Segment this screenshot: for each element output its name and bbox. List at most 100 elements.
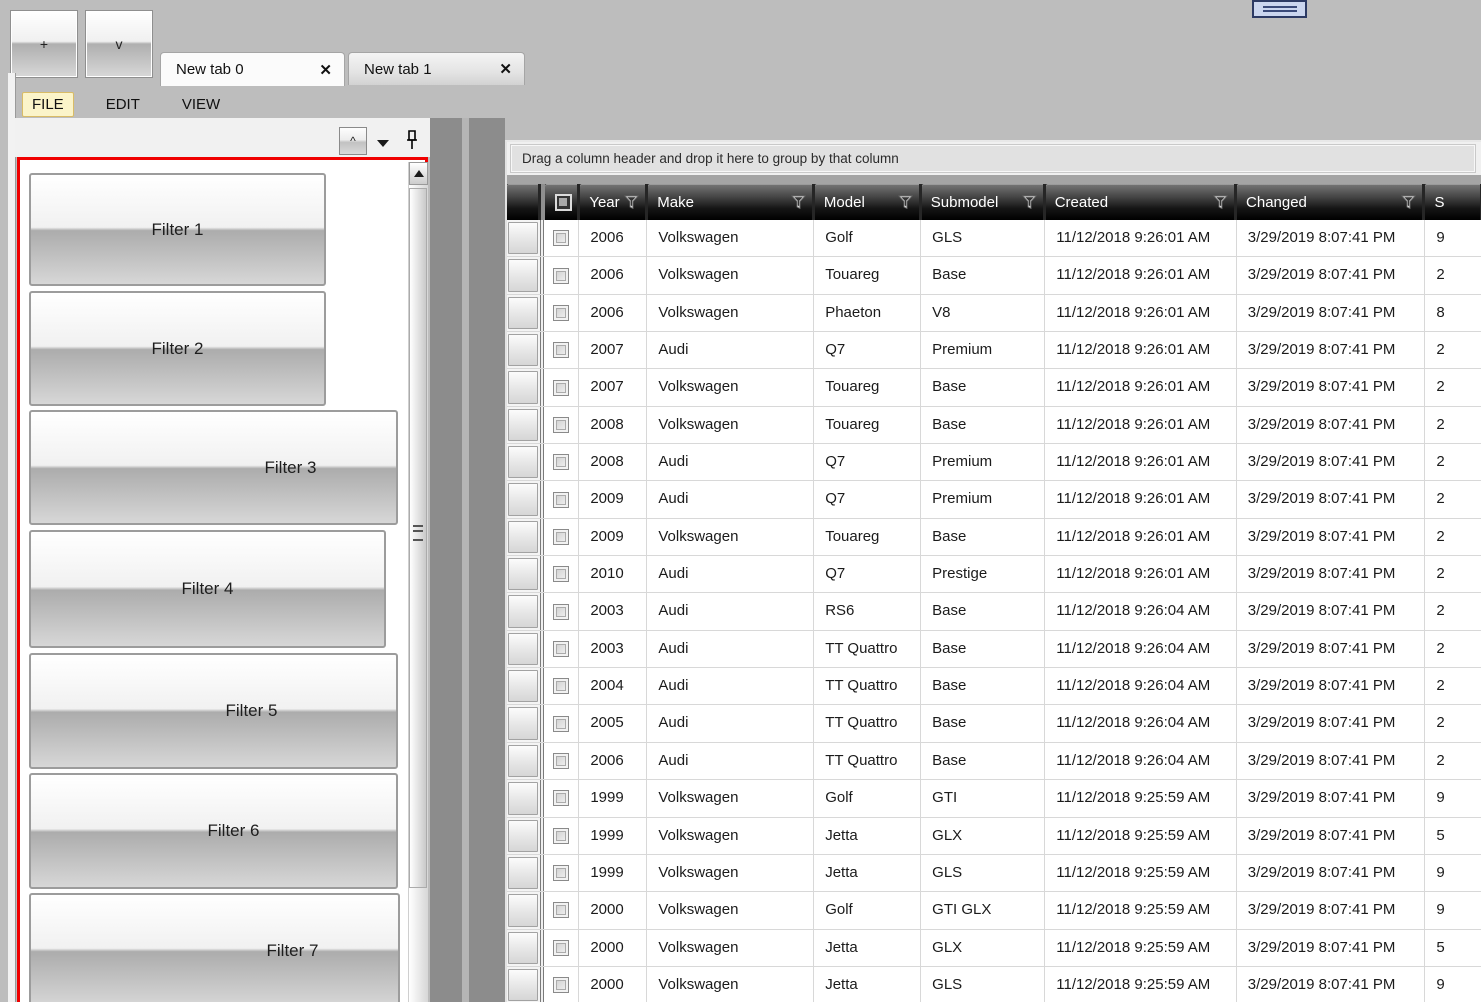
- row-checkbox[interactable]: [553, 528, 570, 545]
- row-indicator-button[interactable]: [508, 371, 539, 404]
- row-indicator-button[interactable]: [508, 520, 539, 554]
- row-checkbox[interactable]: [553, 566, 570, 583]
- tab-new-tab-1[interactable]: New tab 1 ✕: [348, 52, 525, 85]
- close-icon[interactable]: ✕: [319, 61, 332, 79]
- row-checkbox[interactable]: [553, 603, 570, 620]
- row-indicator[interactable]: [507, 406, 541, 444]
- row-indicator[interactable]: [507, 742, 541, 780]
- row-indicator-button[interactable]: [508, 819, 539, 852]
- table-row[interactable]: 2003 Audi TT Quattro Base 11/12/2018 9:26:04…: [507, 630, 1481, 669]
- select-all-checkbox[interactable]: [554, 193, 572, 211]
- table-row[interactable]: 2000 Volkswagen Golf GTI GLX 11/12/2018 9:25…: [507, 892, 1481, 930]
- row-indicator-button[interactable]: [508, 782, 539, 815]
- column-header-make[interactable]: Make: [648, 184, 815, 220]
- chevron-down-icon[interactable]: [377, 140, 389, 147]
- row-checkbox[interactable]: [553, 416, 570, 433]
- table-row[interactable]: 2004 Audi TT Quattro Base 11/12/2018 9:26:04…: [507, 668, 1481, 706]
- filter-button-3[interactable]: Filter 3: [29, 410, 398, 525]
- row-indicator-button[interactable]: [508, 707, 539, 740]
- ribbon-collapse-icon[interactable]: [1252, 0, 1307, 18]
- row-checkbox[interactable]: [553, 827, 570, 844]
- add-tab-button[interactable]: +: [10, 10, 78, 78]
- pin-icon[interactable]: [404, 129, 420, 152]
- table-row[interactable]: 2000 Volkswagen Jetta GLX 11/12/2018 9:25:59…: [507, 929, 1481, 967]
- row-indicator[interactable]: [507, 593, 541, 630]
- table-row[interactable]: 2009 Audi Q7 Premium 11/12/2018 9:26:01 AM 3/…: [507, 481, 1481, 519]
- row-indicator[interactable]: [507, 854, 541, 892]
- row-indicator-button[interactable]: [508, 334, 539, 367]
- column-header-model[interactable]: Model: [814, 184, 922, 220]
- row-checkbox[interactable]: [553, 230, 570, 247]
- row-indicator-button[interactable]: [508, 632, 539, 666]
- row-indicator-button[interactable]: [508, 222, 539, 255]
- table-row[interactable]: 2007 Volkswagen Touareg Base 11/12/2018 9:26…: [507, 369, 1481, 407]
- table-row[interactable]: 2006 Volkswagen Phaeton V8 11/12/2018 9:26:0…: [507, 294, 1481, 333]
- menu-item-file[interactable]: FILE: [22, 91, 74, 117]
- filter-funnel-icon[interactable]: [1401, 195, 1417, 210]
- table-row[interactable]: 2006 Volkswagen Golf GLS 11/12/2018 9:26:01 …: [507, 220, 1481, 258]
- group-by-drop-zone[interactable]: Drag a column header and drop it here to…: [510, 144, 1476, 173]
- row-indicator[interactable]: [507, 518, 541, 556]
- column-header-created[interactable]: Created: [1045, 184, 1238, 220]
- row-indicator[interactable]: [507, 332, 541, 369]
- row-checkbox[interactable]: [553, 304, 570, 321]
- row-indicator[interactable]: [507, 257, 541, 294]
- row-checkbox[interactable]: [553, 267, 570, 284]
- row-indicator[interactable]: [507, 556, 541, 593]
- scroll-up-button[interactable]: [409, 162, 428, 185]
- table-row[interactable]: 2010 Audi Q7 Prestige 11/12/2018 9:26:01 AM 3…: [507, 556, 1481, 594]
- table-row[interactable]: 1999 Volkswagen Jetta GLS 11/12/2018 9:25:59…: [507, 854, 1481, 893]
- row-indicator[interactable]: [507, 294, 541, 332]
- filter-funnel-icon[interactable]: [1213, 195, 1228, 210]
- filter-button-4[interactable]: Filter 4: [29, 530, 386, 648]
- menu-item-view[interactable]: VIEW: [181, 95, 221, 113]
- filter-button-6[interactable]: Filter 6: [29, 773, 398, 889]
- row-indicator-button[interactable]: [508, 296, 539, 330]
- collapse-panel-button[interactable]: ^: [339, 127, 367, 155]
- row-indicator[interactable]: [507, 444, 541, 481]
- table-row[interactable]: 2009 Volkswagen Touareg Base 11/12/2018 9:26…: [507, 518, 1481, 557]
- filter-funnel-icon[interactable]: [624, 195, 640, 210]
- row-indicator-button[interactable]: [508, 446, 539, 479]
- row-checkbox[interactable]: [553, 790, 570, 807]
- row-indicator-button[interactable]: [508, 259, 539, 292]
- row-indicator[interactable]: [507, 369, 541, 406]
- filter-button-5[interactable]: Filter 5: [29, 653, 398, 769]
- tab-dropdown-button[interactable]: v: [85, 10, 153, 78]
- row-indicator[interactable]: [507, 892, 541, 929]
- row-indicator-button[interactable]: [508, 670, 539, 703]
- row-indicator-button[interactable]: [508, 558, 539, 591]
- filter-funnel-icon[interactable]: [1021, 195, 1037, 210]
- filter-funnel-icon[interactable]: [791, 195, 806, 210]
- row-indicator-button[interactable]: [508, 744, 539, 778]
- table-row[interactable]: 2005 Audi TT Quattro Base 11/12/2018 9:26:04…: [507, 705, 1481, 743]
- panel-splitter[interactable]: [430, 118, 505, 1002]
- column-header-year[interactable]: Year: [580, 184, 649, 220]
- table-row[interactable]: 2003 Audi RS6 Base 11/12/2018 9:26:04 AM 3/29…: [507, 593, 1481, 631]
- row-indicator-button[interactable]: [508, 968, 539, 1002]
- column-header-clipped[interactable]: S: [1425, 184, 1481, 220]
- row-indicator[interactable]: [507, 929, 541, 966]
- table-row[interactable]: 1999 Volkswagen Golf GTI 11/12/2018 9:25:59 …: [507, 780, 1481, 818]
- row-checkbox[interactable]: [553, 752, 570, 769]
- filter-button-1[interactable]: Filter 1: [29, 173, 326, 286]
- row-checkbox[interactable]: [553, 939, 570, 956]
- table-row[interactable]: 1999 Volkswagen Jetta GLX 11/12/2018 9:25:59…: [507, 817, 1481, 855]
- select-all-header[interactable]: [544, 184, 581, 220]
- row-checkbox[interactable]: [553, 640, 570, 657]
- row-checkbox[interactable]: [553, 454, 570, 471]
- row-indicator[interactable]: [507, 481, 541, 518]
- table-row[interactable]: 2006 Volkswagen Touareg Base 11/12/2018 9:26…: [507, 257, 1481, 295]
- table-row[interactable]: 2000 Volkswagen Jetta GLS 11/12/2018 9:25:59…: [507, 966, 1481, 1002]
- filter-funnel-icon[interactable]: [897, 195, 913, 210]
- row-checkbox[interactable]: [553, 379, 570, 396]
- row-indicator[interactable]: [507, 668, 541, 705]
- row-indicator-button[interactable]: [508, 408, 539, 442]
- row-checkbox[interactable]: [553, 977, 570, 994]
- row-indicator-button[interactable]: [508, 483, 539, 516]
- tab-new-tab-0[interactable]: New tab 0 ✕: [160, 52, 345, 86]
- filter-button-2[interactable]: Filter 2: [29, 291, 326, 406]
- table-row[interactable]: 2006 Audi TT Quattro Base 11/12/2018 9:26:04…: [507, 742, 1481, 781]
- row-checkbox[interactable]: [553, 902, 570, 919]
- row-indicator-button[interactable]: [508, 595, 539, 628]
